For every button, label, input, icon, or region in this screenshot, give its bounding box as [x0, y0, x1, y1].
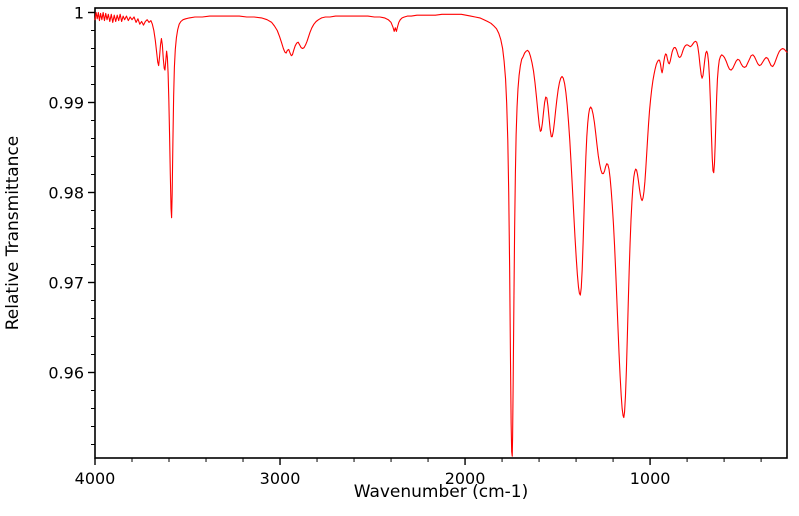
spectrum-line [94, 11, 788, 457]
series [94, 11, 788, 457]
y-tick-label: 0.98 [48, 184, 84, 203]
x-tick-label: 1000 [630, 469, 671, 488]
x-tick-label: 4000 [75, 469, 116, 488]
y-tick-label: 1 [74, 4, 84, 23]
axes: 4000 3000 2000 1000 0.96 0.97 0.98 0.99 1 [48, 4, 788, 488]
y-tick-label: 0.99 [48, 94, 84, 113]
x-axis-title: Wavenumber (cm-1) [354, 482, 529, 502]
x-tick-label: 2000 [445, 469, 486, 488]
x-tick-label: 3000 [260, 469, 301, 488]
y-tick-label: 0.97 [48, 274, 84, 293]
y-axis-title: Relative Transmittance [3, 136, 23, 331]
plot-frame [94, 7, 788, 459]
y-tick-label: 0.96 [48, 364, 84, 383]
